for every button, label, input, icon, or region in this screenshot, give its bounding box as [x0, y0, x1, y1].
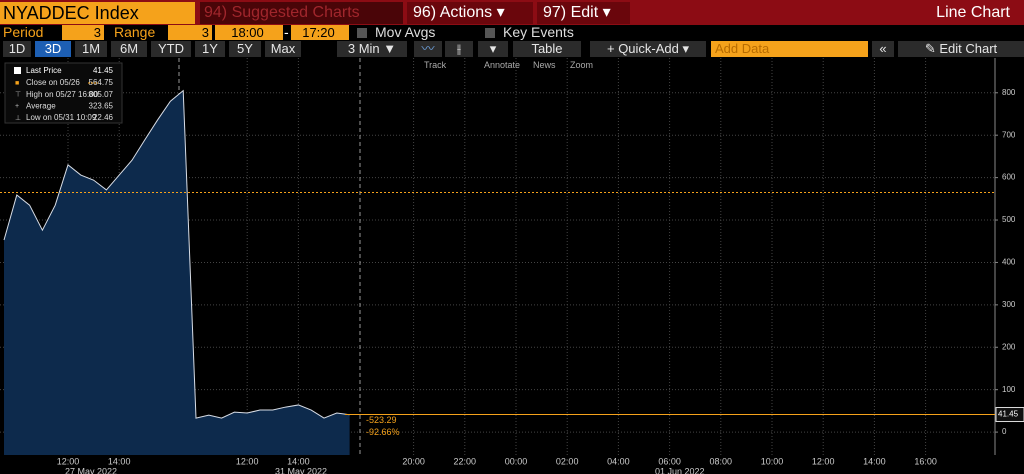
- legend-symbol: +: [15, 103, 19, 110]
- period-button[interactable]: 6M: [111, 41, 147, 57]
- y-tick-label: 500: [1002, 215, 1016, 224]
- start-time[interactable]: 18:00: [215, 25, 283, 40]
- y-tick-label: 200: [1002, 342, 1016, 351]
- bar-icon[interactable]: ⫲: [445, 41, 473, 57]
- legend-value: 22.46: [93, 113, 114, 122]
- last-price-label: 41.45: [998, 410, 1019, 419]
- line-icon[interactable]: 〰: [414, 41, 442, 57]
- range-value[interactable]: 3: [168, 25, 212, 40]
- x-tick-label: 14:00: [863, 456, 886, 466]
- tool-button[interactable]: Track: [424, 60, 447, 70]
- y-tick-label: 400: [1002, 258, 1016, 267]
- x-tick-label: 12:00: [57, 456, 80, 466]
- edit-chart-label: Edit Chart: [939, 41, 998, 56]
- interval[interactable]: 3 Min ▼: [337, 41, 407, 57]
- period-button[interactable]: Max: [265, 41, 301, 57]
- x-tick-label: 12:00: [236, 456, 259, 466]
- y-tick-label: 100: [1002, 385, 1016, 394]
- x-tick-label: 16:00: [914, 456, 937, 466]
- checkbox[interactable]: [485, 28, 495, 38]
- period-button[interactable]: 3D: [35, 41, 71, 57]
- checkbox[interactable]: [357, 28, 367, 38]
- legend-label: Last Price: [26, 66, 62, 75]
- period-button[interactable]: 5Y: [229, 41, 261, 57]
- x-tick-label: 20:00: [402, 456, 425, 466]
- legend-symbol: ■: [15, 80, 19, 87]
- edit-chart[interactable]: ✎ Edit Chart: [898, 41, 1024, 57]
- line: [3, 89, 350, 419]
- legend-value: 41.45: [93, 66, 114, 75]
- y-tick-label: 600: [1002, 173, 1016, 182]
- x-tick-label: 14:00: [108, 456, 131, 466]
- legend-symbol: ⊥: [15, 115, 21, 122]
- menu-label: 96) Actions: [413, 4, 493, 21]
- menu[interactable]: 97) Edit ▾: [537, 2, 630, 24]
- legend-value: 323.65: [89, 102, 114, 111]
- legend-label: High on 05/27 16:00: [26, 90, 99, 99]
- collapse[interactable]: «: [872, 41, 894, 57]
- period-label: Period: [3, 24, 44, 40]
- menu[interactable]: 96) Actions ▾: [407, 2, 533, 24]
- date-label: 31 May 2022: [275, 466, 327, 474]
- legend-label: Close on 05/26: [26, 78, 80, 87]
- period-button[interactable]: YTD: [151, 41, 191, 57]
- table-button[interactable]: Table: [513, 41, 581, 57]
- y-tick-label: 300: [1002, 300, 1016, 309]
- interval-label: 3 Min: [347, 41, 380, 56]
- legend-value: 805.07: [89, 90, 114, 99]
- chart: 0 100 200 300 400 500 600 700 800 12:00 14:00 12:00…: [0, 58, 1024, 474]
- x-tick-label: 06:00: [658, 456, 681, 466]
- change-label: -92.66%: [366, 427, 400, 437]
- legend-swatch: [14, 67, 21, 74]
- quick-add-label: Quick-Add: [618, 41, 679, 56]
- legend-label: Low on 05/31 10:09: [26, 113, 97, 122]
- tool-button[interactable]: News: [533, 60, 556, 70]
- y-tick-label: 800: [1002, 88, 1016, 97]
- date-label: 27 May 2022: [65, 466, 117, 474]
- x-tick-label: 14:00: [287, 456, 310, 466]
- x-tick-label: 10:00: [761, 456, 784, 466]
- legend-symbol: ⊤: [15, 92, 21, 99]
- end-time[interactable]: 17:20: [291, 25, 349, 40]
- tool-button[interactable]: Annotate: [484, 60, 521, 70]
- chart-type: Line Chart: [936, 4, 1010, 21]
- mov-avgs[interactable]: Mov Avgs: [375, 24, 436, 40]
- menu-label: 97) Edit: [543, 4, 599, 21]
- quick-add[interactable]: + Quick-Add ▾: [590, 41, 706, 57]
- y-tick-label: 0: [1002, 427, 1007, 436]
- legend-value: 564.75: [89, 78, 114, 87]
- x-tick-label: 12:00: [812, 456, 835, 466]
- x-tick-label: 00:00: [505, 456, 528, 466]
- legend: Last Price 41.45 ■ Close on 05/26 564.75 ⊤ Hig…: [4, 62, 123, 124]
- menu[interactable]: 94) Suggested Charts: [200, 2, 403, 24]
- range-label: Range: [114, 24, 156, 40]
- change-label: -523.29: [366, 415, 397, 425]
- add-data[interactable]: Add Data: [711, 41, 868, 57]
- period-button[interactable]: 1Y: [195, 41, 225, 57]
- dropdown[interactable]: ▾: [478, 41, 508, 57]
- x-tick-label: 22:00: [454, 456, 477, 466]
- legend-label: Average: [26, 102, 56, 111]
- x-tick-label: 02:00: [556, 456, 579, 466]
- period-button[interactable]: 1D: [3, 41, 31, 57]
- key-events[interactable]: Key Events: [503, 24, 574, 40]
- date-label: 01 Jun 2022: [655, 466, 705, 474]
- area: [4, 90, 350, 456]
- security[interactable]: NYADDEC Index: [0, 2, 195, 24]
- y-tick-label: 700: [1002, 130, 1016, 139]
- last-price-tag: [995, 407, 1024, 423]
- legend-box: [4, 62, 123, 124]
- separator: -: [284, 24, 289, 40]
- x-tick-label: 04:00: [607, 456, 630, 466]
- tool-button[interactable]: Zoom: [570, 60, 594, 70]
- x-tick-label: 08:00: [710, 456, 733, 466]
- period-button[interactable]: 1M: [75, 41, 107, 57]
- period-value[interactable]: 3: [62, 25, 104, 40]
